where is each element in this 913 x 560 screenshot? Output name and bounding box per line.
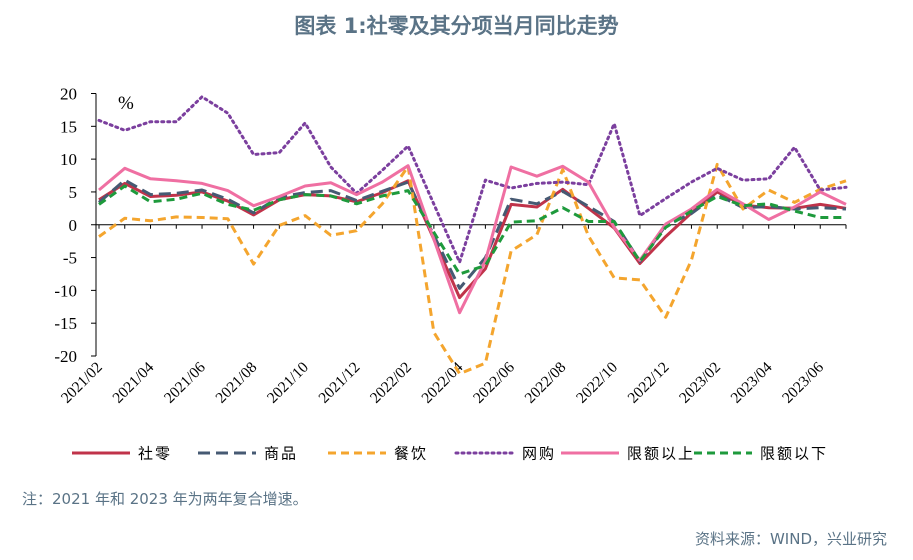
x-axis: 2021/02 2021/04 2021/06 2021/08 2021/10 2021/…	[58, 224, 847, 407]
legend-label: 限额以上	[627, 445, 695, 463]
x-tick-label: 2021/04	[109, 359, 157, 407]
x-tick-label: 2023/04	[728, 359, 776, 407]
x-tick-label: 2021/12	[315, 359, 363, 407]
series-line-2	[98, 162, 847, 376]
legend-label: 餐饮	[394, 445, 428, 463]
footnote: 注：2021 年和 2023 年为两年复合增速。	[22, 490, 308, 508]
legend-label: 限额以下	[760, 445, 828, 463]
series-line-4	[98, 164, 847, 315]
y-tick-label: 0	[69, 216, 78, 235]
x-tick-label: 2022/02	[367, 359, 415, 407]
unit-label: %	[118, 93, 134, 114]
y-tick-label: -10	[54, 281, 77, 300]
y-tick-label: -15	[54, 314, 77, 333]
chart-title: 图表 1:社零及其分项当月同比走势	[294, 14, 619, 38]
x-tick-label: 2023/06	[779, 359, 827, 407]
x-tick-label: 2022/08	[522, 359, 570, 407]
legend: 社零 商品 餐饮 网购 限额以上 限额以下	[72, 445, 828, 463]
y-axis: 20 15 10 5 0 -5 -10 -15 -20	[54, 85, 97, 366]
series-line-0	[98, 179, 847, 300]
series-layer	[97, 95, 848, 376]
y-tick-label: 5	[69, 183, 78, 202]
y-tick-label: 15	[60, 117, 77, 136]
x-tick-label: 2022/04	[418, 359, 466, 407]
y-tick-label: -5	[63, 249, 77, 268]
series-line-5	[98, 184, 846, 276]
y-tick-label: -20	[54, 347, 77, 366]
x-tick-label: 2021/02	[58, 359, 106, 407]
x-tick-label: 2021/08	[212, 359, 260, 407]
legend-label: 网购	[522, 445, 556, 463]
x-tick-label: 2021/10	[264, 359, 312, 407]
source-label: 资料来源：WIND，兴业研究	[694, 530, 887, 548]
x-tick-label: 2023/02	[676, 359, 724, 407]
legend-label: 商品	[264, 445, 298, 463]
x-tick-label: 2022/10	[573, 359, 621, 407]
series-line-3	[97, 95, 848, 264]
y-tick-label: 20	[60, 85, 77, 104]
x-tick-label: 2022/12	[625, 359, 673, 407]
y-tick-label: 10	[60, 150, 77, 169]
legend-label: 社零	[138, 445, 172, 463]
x-tick-label: 2021/06	[161, 359, 209, 407]
